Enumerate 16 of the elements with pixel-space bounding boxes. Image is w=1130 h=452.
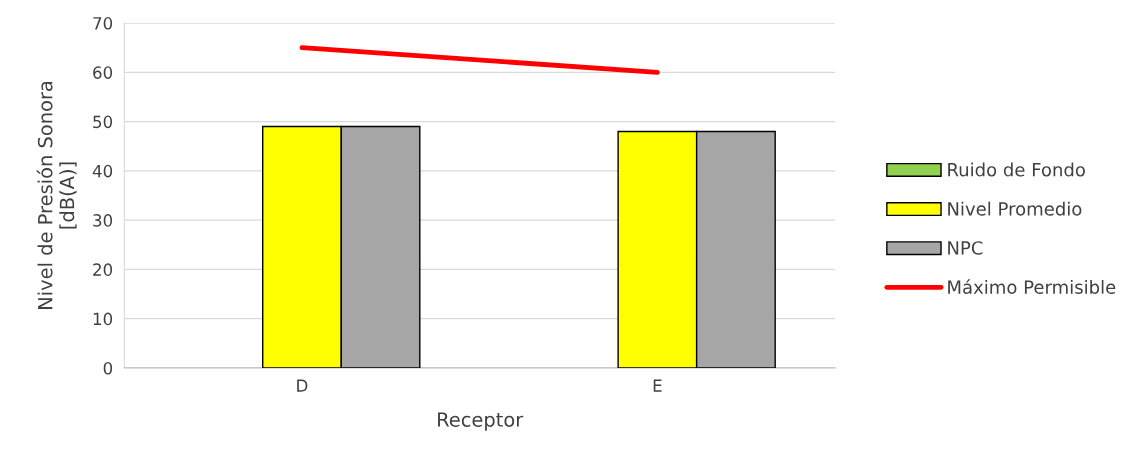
y-tick-label: 0 [103, 361, 113, 375]
x-tick-label: D [297, 379, 308, 392]
x-tick-label: E [653, 379, 662, 392]
y-tick-label: 70 [93, 17, 113, 30]
y-tick-label: 10 [93, 312, 113, 326]
y-tick-label: 20 [93, 263, 113, 276]
legend-label: NPC [948, 241, 983, 255]
y-axis-title: Nivel de Presión Sonora [dB(A)] [36, 81, 77, 309]
legend-label: Nivel Promedio [948, 201, 1082, 216]
y-tick-label: 40 [92, 164, 113, 178]
legend-label: Ruido de Fondo [948, 162, 1085, 177]
y-tick-label: 30 [93, 214, 113, 227]
y-tick-label: 50 [93, 115, 113, 129]
legend-label: Máximo Permisible [948, 279, 1116, 294]
y-tick-label: 60 [93, 66, 113, 79]
x-axis-title: Receptor [438, 412, 524, 431]
